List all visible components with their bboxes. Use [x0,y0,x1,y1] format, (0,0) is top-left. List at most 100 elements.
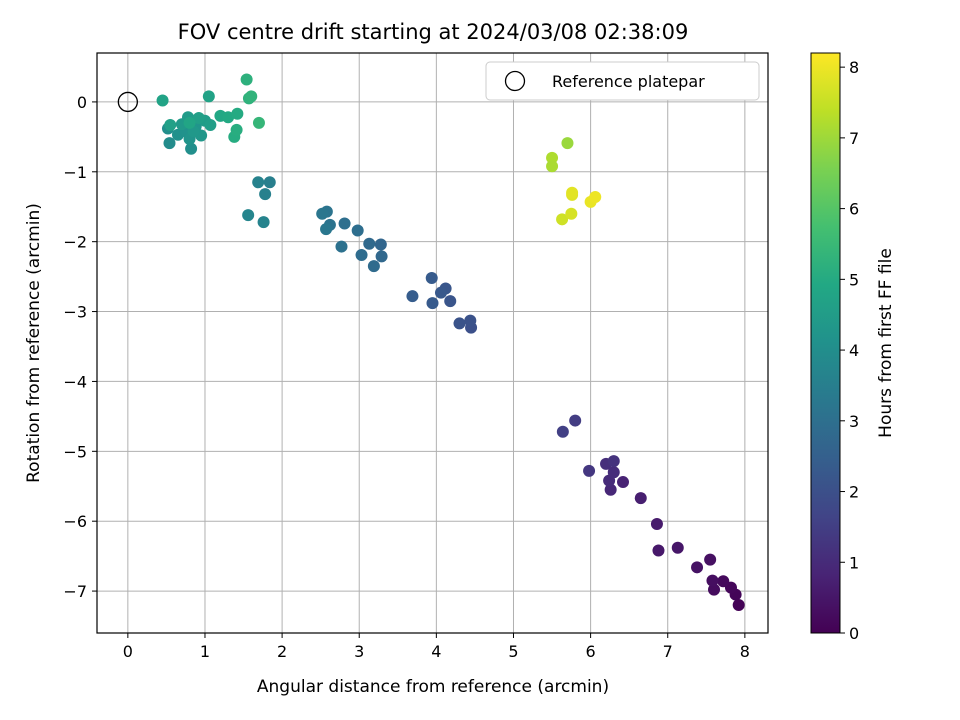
data-point [245,90,258,103]
colorbar-tick-label: 0 [849,624,859,643]
data-point [230,123,243,136]
data-point [434,286,447,299]
x-axis-ticks: 0 1 2 3 4 5 6 7 8 [123,633,750,661]
reference-marker [117,91,139,113]
colorbar-tick-label: 3 [849,412,859,431]
data-point [546,160,559,173]
data-point [163,137,176,150]
y-tick-label: −3 [63,303,87,322]
colorbar-tick-label: 5 [849,270,859,289]
plot-background [97,53,768,633]
data-point [604,483,617,496]
data-point [320,223,333,236]
data-point [252,176,265,189]
x-tick-label: 8 [740,642,750,661]
data-point [634,492,647,505]
data-point [589,190,602,203]
data-point [732,599,745,612]
data-point [192,111,205,124]
y-tick-label: −4 [63,372,87,391]
y-tick-label: −6 [63,512,87,531]
data-point [406,290,419,303]
data-point [156,94,169,107]
data-point [708,583,721,596]
data-point [231,107,244,120]
colorbar-tick-label: 7 [849,129,859,148]
data-point [561,137,574,150]
data-point [338,217,351,230]
y-tick-label: −7 [63,582,87,601]
x-tick-label: 6 [586,642,596,661]
data-point [650,517,663,530]
colorbar-tick-label: 1 [849,553,859,572]
data-point [351,224,364,237]
data-point [453,317,466,330]
data-point [367,260,380,273]
legend-box [485,61,760,101]
data-point [242,209,255,222]
data-point [263,176,276,189]
data-point [164,118,177,131]
x-tick-label: 2 [277,642,287,661]
x-tick-label: 7 [663,642,673,661]
x-axis-label: Angular distance from reference (arcmin) [257,677,609,697]
y-tick-label: −1 [63,163,87,182]
data-point [252,116,265,129]
data-point [566,186,579,199]
data-point [607,466,620,479]
data-point [375,250,388,263]
data-point [704,553,717,566]
colorbar-tick-label: 6 [849,200,859,219]
x-tick-label: 3 [354,642,364,661]
colorbar-tick-label: 8 [849,58,859,77]
colorbar-ticks: 0 1 2 3 4 5 6 7 8 [840,58,859,643]
data-point [444,295,457,308]
data-point [556,425,569,438]
data-point [316,207,329,220]
data-point [240,73,253,86]
data-point [565,207,578,220]
colorbar-tick-label: 2 [849,483,859,502]
x-tick-label: 5 [508,642,518,661]
data-point [706,574,719,587]
colorbar-tick-label: 4 [849,341,859,360]
data-point [355,248,368,261]
data-point [583,464,596,477]
data-point [717,575,730,588]
chart-title: FOV centre drift starting at 2024/03/08 … [178,20,689,44]
data-point [617,476,630,489]
y-axis-label: Rotation from reference (arcmin) [24,203,44,483]
data-point [691,561,704,574]
data-point [183,116,196,129]
data-point [259,188,272,201]
data-point [363,237,376,250]
colorbar-gradient [810,52,841,634]
data-point [222,111,235,124]
data-point [464,314,477,327]
x-tick-label: 1 [200,642,210,661]
y-tick-label: −5 [63,442,87,461]
data-point [204,118,217,131]
data-point [569,414,582,427]
data-point [546,151,559,164]
data-point [652,544,665,557]
data-point [556,213,569,226]
legend: Reference platepar [485,61,760,101]
legend-marker [504,70,526,92]
data-point [425,272,438,285]
y-tick-label: −2 [63,233,87,252]
y-tick-label: 0 [77,93,87,112]
x-tick-label: 4 [431,642,441,661]
plot-frame [96,52,769,634]
data-point [257,216,270,229]
colorbar: 0 1 2 3 4 5 6 7 8 Hours from first FF file [810,52,896,643]
grid [97,53,768,633]
data-points [156,73,745,612]
legend-label: Reference platepar [552,72,705,91]
data-point [185,142,198,155]
colorbar-label: Hours from first FF file [876,248,896,438]
y-axis-ticks: 0 −1 −2 −3 −4 −5 −6 −7 [63,93,97,601]
data-point [671,541,684,554]
data-point [426,297,439,310]
